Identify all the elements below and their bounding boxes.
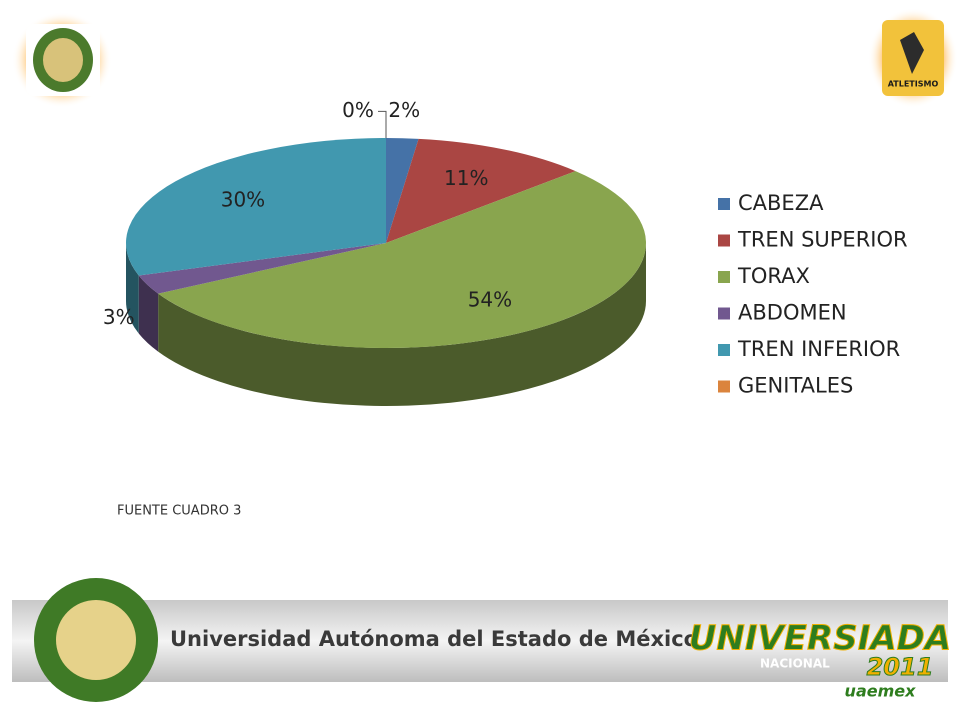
legend-swatch	[718, 271, 730, 283]
logo-right: ATLETISMO	[868, 8, 958, 108]
source-note: FUENTE CUADRO 3	[117, 504, 241, 519]
university-name: Universidad Autónoma del Estado de Méxic…	[170, 627, 698, 651]
logo-left	[12, 12, 112, 108]
slice	[386, 138, 576, 243]
slice-side	[126, 243, 139, 334]
legend-swatch	[718, 234, 730, 247]
sport-label: ATLETISMO	[888, 80, 939, 89]
legend-label: TORAX	[737, 264, 810, 288]
data-label: 54%	[468, 287, 512, 311]
event-year: 2011	[867, 653, 934, 681]
legend-label: TREN INFERIOR	[737, 337, 900, 361]
event-sub: NACIONAL	[760, 657, 830, 671]
slice-side	[158, 243, 646, 406]
data-label: 0%	[342, 98, 374, 122]
legend-swatch	[718, 307, 730, 320]
leader-line	[378, 110, 387, 138]
data-label: 30%	[221, 188, 265, 212]
slice	[158, 171, 646, 348]
data-label: 2%	[388, 98, 420, 122]
slice	[138, 243, 386, 294]
legend-label: TREN SUPERIOR	[737, 228, 908, 252]
data-label: 3%	[103, 305, 135, 329]
legend-swatch	[718, 198, 730, 210]
data-label: 11%	[444, 166, 488, 190]
pie-chart: 2% 11% 54% 3% 30% 0% CABEZA TREN SUPERIOR TORAX A…	[103, 98, 908, 406]
slice	[386, 138, 419, 243]
legend-swatch	[718, 380, 730, 393]
legend-label: CABEZA	[738, 191, 824, 215]
banner: Universidad Autónoma del Estado de Méxic…	[12, 578, 952, 702]
legend-label: ABDOMEN	[738, 301, 847, 325]
slice	[125, 138, 387, 276]
legend-swatch	[718, 344, 730, 356]
host-name: uaemex	[845, 682, 917, 701]
legend-label: GENITALES	[738, 374, 853, 398]
event-name: UNIVERSIADA	[689, 619, 951, 659]
slice-side	[138, 275, 159, 352]
